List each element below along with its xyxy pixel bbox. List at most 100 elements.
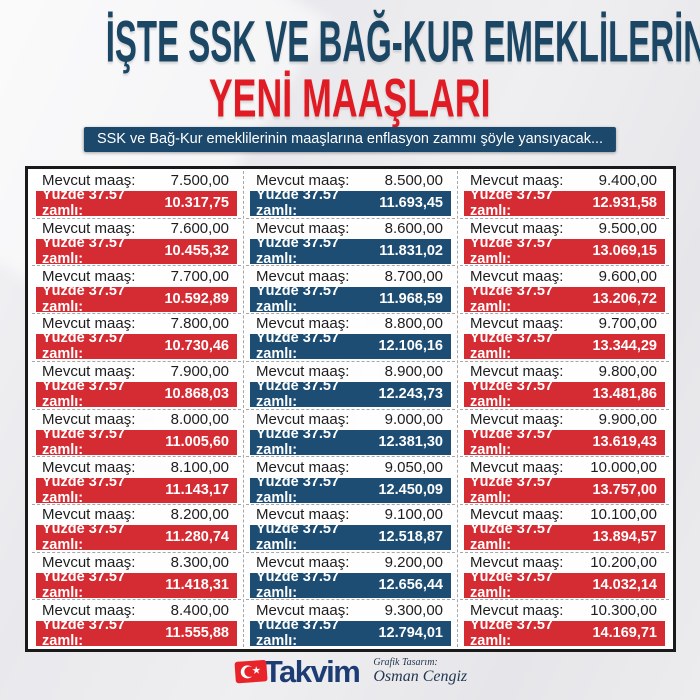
salary-cell: Mevcut maaş: 9.000,00 Yüzde 37.57 zamlı:…	[246, 410, 455, 458]
raised-salary-bar: Yüzde 37.57 zamlı: 11.693,45	[250, 187, 451, 219]
raised-salary-value: 10.730,46	[164, 338, 229, 355]
current-salary-value: 9.050,00	[384, 458, 443, 476]
takvim-logo: Takvim	[233, 656, 361, 687]
salary-column-1: Mevcut maaş: 7.500,00 Yüzde 37.57 zamlı:…	[30, 171, 244, 649]
current-salary-value: 9.800,00	[598, 363, 657, 381]
raised-salary-bar: Yüzde 37.57 zamlı: 13.894,57	[464, 521, 665, 553]
raised-salary-value: 10.868,03	[164, 386, 229, 403]
headline-line1: İŞTE SSK VE BAĞ-KUR EMEKLİLERİNİN	[0, 10, 700, 75]
current-salary-label: Mevcut maaş:	[470, 601, 564, 619]
raised-salary-value: 12.106,16	[378, 338, 443, 355]
current-salary-label: Mevcut maaş:	[256, 410, 350, 428]
raised-salary-bar: Yüzde 37.57 zamlı: 12.794,01	[250, 617, 451, 649]
raised-salary-bar: Yüzde 37.57 zamlı: 11.005,60	[36, 426, 237, 458]
salary-cell: Mevcut maaş: 8.500,00 Yüzde 37.57 zamlı:…	[246, 171, 455, 219]
raised-salary-value: 12.243,73	[378, 386, 443, 403]
current-salary-value: 8.500,00	[384, 172, 443, 190]
raised-salary-bar: Yüzde 37.57 zamlı: 13.757,00	[464, 474, 665, 506]
current-salary-label: Mevcut maaş:	[470, 363, 564, 381]
headline-line2: YENİ MAAŞLARI	[0, 68, 700, 128]
current-salary-row: Mevcut maaş: 9.200,00	[250, 554, 451, 573]
raised-salary-bar: Yüzde 37.57 zamlı: 10.730,46	[36, 330, 237, 362]
raised-salary-label: Yüzde 37.57 zamlı:	[256, 521, 340, 554]
raised-salary-label: Yüzde 37.57 zamlı:	[42, 521, 126, 554]
raised-salary-value: 10.455,32	[164, 243, 229, 260]
salary-cell: Mevcut maaş: 9.600,00 Yüzde 37.57 zamlı:…	[460, 266, 669, 315]
current-salary-value: 9.900,00	[598, 410, 657, 428]
raised-salary-bar: Yüzde 37.57 zamlı: 13.206,72	[464, 283, 665, 315]
salary-cell: Mevcut maaş: 7.800,00 Yüzde 37.57 zamlı:…	[32, 314, 241, 362]
raised-salary-bar: Yüzde 37.57 zamlı: 11.831,02	[250, 235, 451, 267]
raised-salary-label: Yüzde 37.57 zamlı:	[470, 378, 554, 411]
current-salary-label: Mevcut maaş:	[470, 220, 564, 238]
raised-salary-label: Yüzde 37.57 zamlı:	[470, 473, 554, 506]
current-salary-row: Mevcut maaş: 7.900,00	[36, 363, 237, 382]
raised-salary-label: Yüzde 37.57 zamlı:	[42, 616, 126, 649]
current-salary-row: Mevcut maaş: 9.300,00	[250, 602, 451, 621]
current-salary-label: Mevcut maaş:	[256, 458, 350, 476]
salary-cell: Mevcut maaş: 7.600,00 Yüzde 37.57 zamlı:…	[32, 219, 241, 267]
current-salary-value: 7.600,00	[170, 220, 229, 238]
credit-label: Grafik Tasarım:	[373, 657, 438, 669]
current-salary-row: Mevcut maaş: 10.200,00	[464, 554, 665, 573]
salary-cell: Mevcut maaş: 9.900,00 Yüzde 37.57 zamlı:…	[460, 410, 669, 458]
raised-salary-label: Yüzde 37.57 zamlı:	[42, 282, 126, 315]
salary-cell: Mevcut maaş: 7.900,00 Yüzde 37.57 zamlı:…	[32, 362, 241, 410]
credit-block: Grafik Tasarım: Osman Cengiz	[373, 657, 467, 686]
raised-salary-bar: Yüzde 37.57 zamlı: 11.968,59	[250, 283, 451, 315]
current-salary-label: Mevcut maaş:	[470, 315, 564, 333]
current-salary-value: 10.200,00	[590, 553, 657, 571]
current-salary-label: Mevcut maaş:	[42, 553, 136, 571]
salary-cell: Mevcut maaş: 8.000,00 Yüzde 37.57 zamlı:…	[32, 410, 241, 458]
salary-cell: Mevcut maaş: 9.700,00 Yüzde 37.57 zamlı:…	[460, 314, 669, 362]
current-salary-value: 7.800,00	[170, 315, 229, 333]
raised-salary-value: 10.592,89	[164, 290, 229, 307]
headline-line2-text: YENİ MAAŞLARI	[209, 68, 491, 129]
raised-salary-bar: Yüzde 37.57 zamlı: 13.481,86	[464, 378, 665, 410]
salary-cell: Mevcut maaş: 8.600,00 Yüzde 37.57 zamlı:…	[246, 219, 455, 267]
salary-cell: Mevcut maaş: 8.100,00 Yüzde 37.57 zamlı:…	[32, 457, 241, 506]
salary-cell: Mevcut maaş: 8.700,00 Yüzde 37.57 zamlı:…	[246, 266, 455, 315]
current-salary-label: Mevcut maaş:	[256, 553, 350, 571]
raised-salary-bar: Yüzde 37.57 zamlı: 12.381,30	[250, 426, 451, 458]
current-salary-value: 9.100,00	[384, 506, 443, 524]
salary-cell: Mevcut maaş: 9.400,00 Yüzde 37.57 zamlı:…	[460, 171, 669, 219]
raised-salary-value: 11.143,17	[165, 481, 229, 498]
raised-salary-label: Yüzde 37.57 zamlı:	[256, 425, 340, 458]
raised-salary-value: 12.518,87	[378, 529, 443, 546]
raised-salary-value: 13.069,15	[592, 243, 657, 260]
current-salary-value: 9.700,00	[598, 315, 657, 333]
raised-salary-label: Yüzde 37.57 zamlı:	[470, 425, 554, 458]
raised-salary-bar: Yüzde 37.57 zamlı: 13.619,43	[464, 426, 665, 458]
salary-cell: Mevcut maaş: 8.900,00 Yüzde 37.57 zamlı:…	[246, 362, 455, 410]
salary-cell: Mevcut maaş: 9.050,00 Yüzde 37.57 zamlı:…	[246, 457, 455, 506]
salary-cell: Mevcut maaş: 7.500,00 Yüzde 37.57 zamlı:…	[32, 171, 241, 219]
current-salary-label: Mevcut maaş:	[470, 553, 564, 571]
raised-salary-label: Yüzde 37.57 zamlı:	[470, 282, 554, 315]
raised-salary-value: 13.344,29	[592, 338, 657, 355]
raised-salary-label: Yüzde 37.57 zamlı:	[470, 521, 554, 554]
current-salary-value: 8.200,00	[170, 506, 229, 524]
current-salary-row: Mevcut maaş: 8.400,00	[36, 602, 237, 621]
current-salary-row: Mevcut maaş: 8.000,00	[36, 411, 237, 430]
salary-cell: Mevcut maaş: 10.000,00 Yüzde 37.57 zamlı…	[460, 457, 669, 506]
current-salary-value: 8.000,00	[170, 410, 229, 428]
raised-salary-bar: Yüzde 37.57 zamlı: 12.450,09	[250, 474, 451, 506]
current-salary-value: 8.400,00	[170, 601, 229, 619]
current-salary-value: 9.000,00	[384, 410, 443, 428]
current-salary-value: 10.100,00	[590, 506, 657, 524]
salary-cell: Mevcut maaş: 10.100,00 Yüzde 37.57 zamlı…	[460, 505, 669, 553]
current-salary-value: 7.900,00	[170, 363, 229, 381]
footer: Takvim Grafik Tasarım: Osman Cengiz	[0, 656, 700, 687]
raised-salary-label: Yüzde 37.57 zamlı:	[256, 235, 340, 268]
raised-salary-bar: Yüzde 37.57 zamlı: 10.592,89	[36, 283, 237, 315]
raised-salary-label: Yüzde 37.57 zamlı:	[470, 330, 554, 363]
current-salary-label: Mevcut maaş:	[256, 363, 350, 381]
current-salary-value: 8.800,00	[384, 315, 443, 333]
current-salary-value: 7.500,00	[170, 172, 229, 190]
headline-line1-text: İŞTE SSK VE BAĞ-KUR EMEKLİLERİNİN	[105, 10, 700, 75]
raised-salary-label: Yüzde 37.57 zamlı:	[256, 568, 340, 601]
current-salary-value: 9.600,00	[598, 267, 657, 285]
current-salary-row: Mevcut maaş: 9.700,00	[464, 315, 665, 334]
